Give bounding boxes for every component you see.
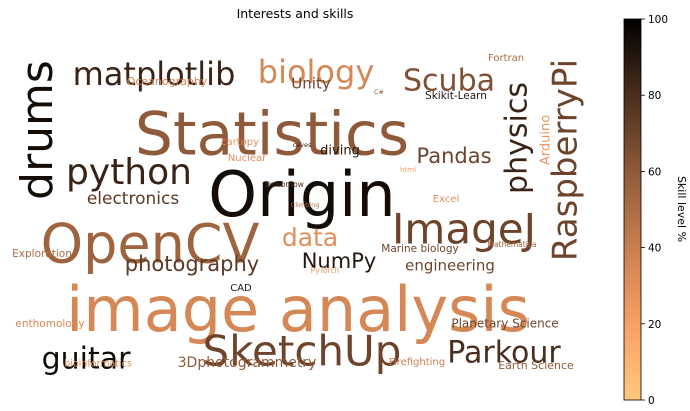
colorbar-tick-label: 100 — [648, 14, 668, 26]
word-electronics: electronics — [87, 189, 180, 209]
colorbar-tick-label: 60 — [648, 166, 661, 178]
word-c-: C# — [374, 88, 384, 96]
word-diving: diving — [320, 144, 360, 159]
word-marine-biology: Marine biology — [381, 243, 458, 255]
word-excel: Excel — [433, 194, 460, 205]
word-fortran: Fortran — [488, 53, 524, 64]
colorbar-label: Skill level % — [675, 176, 688, 242]
colorbar-tick-label: 20 — [648, 319, 661, 331]
word-climbing: Climbing — [291, 201, 320, 209]
word-parkour: Parkour — [447, 336, 561, 371]
colorbar-tick-label: 40 — [648, 243, 661, 255]
chart-title: Interests and skills — [237, 6, 354, 21]
word-imagej: ImageJ — [392, 205, 536, 254]
colorbar: 0 20 40 60 80 100 Skill level % — [623, 14, 688, 407]
word-oceanography: Oceanography — [127, 75, 208, 88]
word-planetary-science: Planetary Science — [451, 317, 558, 331]
word-nuclear: Nuclear — [228, 153, 267, 164]
word-firefighting: Firefighting — [389, 357, 445, 368]
colorbar-ticks: 0 20 40 60 80 100 — [641, 14, 668, 407]
word-exploration: Exploration — [12, 248, 72, 260]
word-enthomology: enthomology — [15, 318, 84, 330]
word-drums: drums — [12, 60, 63, 200]
colorbar-tick-label: 0 — [648, 395, 655, 407]
word-cartopy: cartopy — [221, 137, 259, 148]
word-origin: Origin — [208, 158, 395, 231]
word-data: data — [282, 223, 338, 252]
word-matplotlib: matplotlib — [73, 55, 236, 93]
word-physics: physics — [500, 82, 535, 194]
word-html: html — [400, 166, 416, 174]
word-statistics: Statistics — [135, 100, 409, 170]
word-skikit-learn: Skikit-Learn — [425, 90, 487, 102]
word-mathematica: Mathematica — [487, 240, 536, 249]
word-arduino: Arduino — [539, 115, 554, 165]
word-image-analysis: image analysis — [66, 273, 530, 346]
colorbar-gradient — [623, 18, 642, 401]
word-python: python — [66, 152, 192, 193]
word-sketchup: SketchUp — [203, 327, 402, 376]
word-numpy: NumPy — [302, 249, 377, 273]
word-biology: biology — [258, 53, 375, 91]
word-tensorflow: Tensorflow — [263, 180, 304, 189]
word-opencv: OpenCV — [41, 213, 260, 276]
word-raspberrypi: RaspberryPi — [546, 59, 586, 261]
word-engineering: engineering — [405, 257, 495, 275]
word-bioinformatics: bioinformatics — [64, 359, 132, 370]
word-unity: Unity — [291, 75, 331, 93]
word-earth-science: Earth Science — [498, 359, 574, 372]
word-3dphotogrammetry: 3Dphotogrammetry — [178, 355, 317, 371]
word-pandas: Pandas — [416, 144, 491, 168]
word-caves: caves — [293, 141, 312, 149]
colorbar-tick-label: 80 — [648, 90, 661, 102]
word-pytorch: PyTorch — [311, 266, 340, 275]
word-scuba: Scuba — [403, 64, 495, 99]
word-cad: CAD — [230, 283, 252, 294]
word-photography: photography — [125, 252, 259, 276]
word-guitar: guitar — [42, 342, 132, 377]
